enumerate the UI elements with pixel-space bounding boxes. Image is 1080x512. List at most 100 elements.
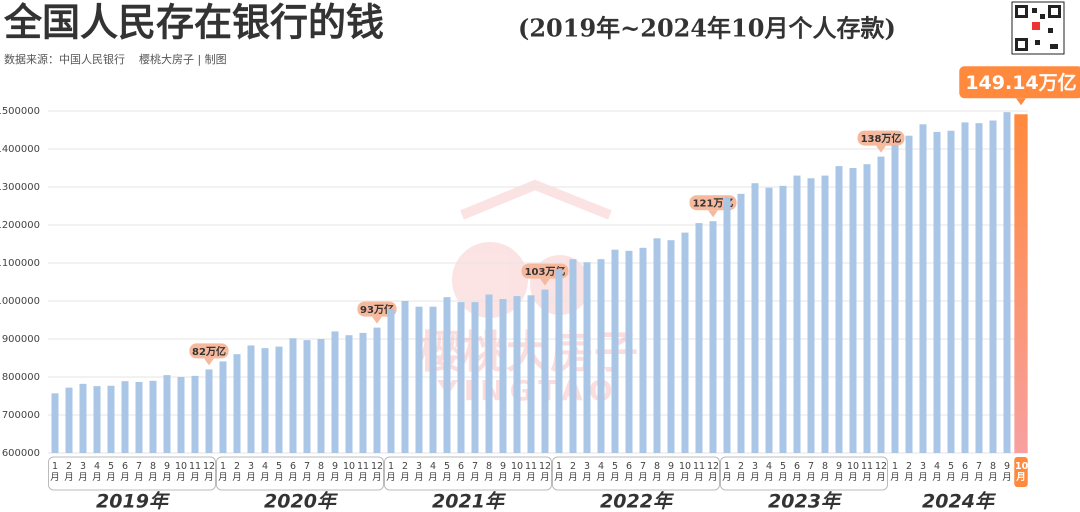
x-tick-label: 9月 [834,461,844,483]
x-tick-label: 5月 [778,461,788,483]
bar [107,385,115,453]
chart-title: 全国人民存在银行的钱 [3,0,384,45]
year-label: 2019年 [96,491,171,512]
bar [527,295,535,453]
x-tick-label: 6月 [624,461,634,483]
bar [163,375,171,453]
bar [79,383,87,453]
value-label-bg [959,66,1080,99]
x-tick-label: 8月 [652,461,662,483]
bar [751,183,759,453]
year-group-box [552,456,720,491]
x-tick-label: 8月 [316,461,326,483]
bar [583,262,591,453]
x-tick-label: 7月 [638,461,648,483]
bar [821,175,829,453]
x-tick-label: 5月 [946,461,956,483]
bar [345,335,353,453]
x-tick-label: 2月 [736,461,746,483]
bar [905,135,913,453]
bar [289,338,297,453]
y-tick-label: 1000000 [0,296,40,307]
y-tick-label: 800000 [2,372,40,383]
x-tick-label: 3月 [414,461,424,483]
x-tick-label: 8月 [148,461,158,483]
value-label: 121万亿 [693,197,734,210]
x-tick-label: 3月 [918,461,928,483]
x-tick-label: 4月 [428,461,438,483]
value-label-pointer [540,278,550,286]
y-tick-label: 1300000 [0,182,40,193]
x-tick-label: 3月 [246,461,256,483]
bar [135,381,143,453]
bar [933,131,941,453]
bar [51,393,59,453]
bar [303,340,311,453]
x-tick-label: 6月 [792,461,802,483]
source-note: 数据来源：中国人民银行 樱桃大房子 | 制图 [4,52,227,66]
bar [275,346,283,453]
bar [975,123,983,453]
x-tick-label: 11月 [693,461,706,483]
bar [499,299,507,453]
x-tick-label: 12月 [203,461,216,483]
bar [373,327,381,453]
x-tick-label: 4月 [92,461,102,483]
x-tick-label: 10月 [679,461,692,483]
y-tick-label: 1500000 [0,106,40,117]
bar [625,250,633,453]
x-tick-label: 5月 [442,461,452,483]
x-tick-label: 6月 [120,461,130,483]
x-tick-label: 4月 [764,461,774,483]
x-tick-label: 2月 [232,461,242,483]
year-group-box [384,456,552,491]
x-tick-label: 1月 [50,461,60,483]
x-tick-label: 10月 [175,461,188,483]
bar [793,175,801,453]
bar [205,369,213,453]
value-label: 149.14万亿 [965,71,1076,94]
x-tick-label: 9月 [498,461,508,483]
bar [569,259,577,453]
value-label-pointer [708,210,718,218]
bar [891,145,899,453]
bar [457,302,465,453]
x-tick-label: 12月 [539,461,552,483]
watermark: YINGTAO [436,374,618,407]
x-tick-label: 9月 [162,461,172,483]
value-label: 138万亿 [861,132,902,145]
x-tick-label: 8月 [820,461,830,483]
bar [317,339,325,453]
year-label: 2024年 [922,491,997,512]
bar [121,381,129,453]
chart-subtitle: (2019年~2024年10月个人存款) [518,14,896,43]
bar [863,164,871,453]
x-tick-label: 10月 [511,461,524,483]
bar [93,386,101,453]
x-tick-label: 1月 [722,461,732,483]
x-tick-label: 6月 [960,461,970,483]
bar [807,178,815,453]
bar [947,130,955,453]
x-tick-label: 8月 [988,461,998,483]
x-tick-highlight [1014,457,1028,487]
bar [331,331,339,453]
x-tick-label: 10月 [1015,461,1029,483]
bar [65,387,73,453]
x-tick-label: 2月 [64,461,74,483]
x-tick-label: 11月 [861,461,874,483]
year-label: 2023年 [768,491,843,512]
x-tick-label: 6月 [456,461,466,483]
bar [1014,114,1028,453]
x-tick-label: 5月 [106,461,116,483]
x-tick-label: 7月 [470,461,480,483]
bar [247,345,255,453]
bar [709,221,717,453]
x-tick-label: 4月 [260,461,270,483]
value-label-pointer [204,358,214,366]
x-tick-label: 1月 [554,461,564,483]
x-tick-label: 3月 [750,461,760,483]
x-tick-label: 8月 [484,461,494,483]
bar [877,156,885,453]
